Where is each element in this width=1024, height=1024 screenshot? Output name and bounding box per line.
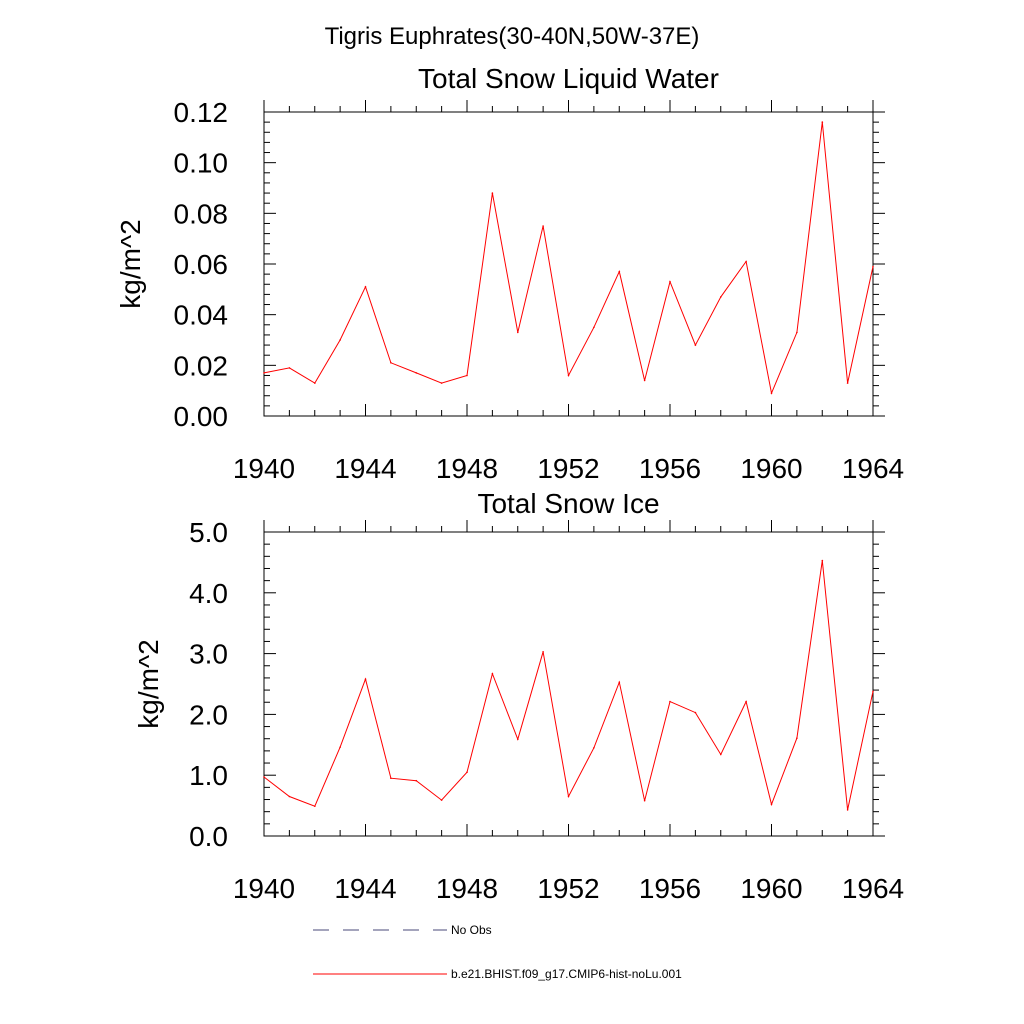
chart-snow-ice: Total Snow Ice kg/m^2 1940 1944 1948 1952 1956… — [133, 488, 904, 904]
x-tick-label: 1952 — [537, 453, 599, 484]
data-point — [517, 331, 519, 334]
x-tick-label: 1960 — [740, 873, 802, 904]
data-point — [770, 803, 773, 806]
data-point — [364, 678, 367, 680]
data-point — [872, 265, 874, 268]
data-point — [872, 690, 874, 693]
x-tick-label: 1964 — [842, 873, 904, 904]
y-tick-label: 4.0 — [189, 578, 228, 609]
x-tick-label: 1952 — [537, 873, 599, 904]
data-point — [314, 805, 316, 807]
data-point — [745, 700, 747, 703]
y-tick-label: 0.0 — [189, 821, 228, 852]
y-tick-label: 1.0 — [189, 760, 228, 791]
data-point — [567, 374, 570, 377]
data-point — [339, 746, 341, 748]
chart-title: Total Snow Liquid Water — [418, 63, 719, 94]
data-point — [720, 753, 722, 756]
chart-title: Total Snow Ice — [477, 488, 659, 519]
data-point — [618, 270, 621, 273]
x-tick-label: 1940 — [233, 453, 295, 484]
data-point — [669, 700, 671, 703]
chart-snow-liquid-water: Total Snow Liquid Water kg/m^2 1940 1944 194… — [115, 63, 904, 484]
data-point — [491, 672, 494, 675]
data-point — [618, 681, 621, 683]
data-point — [694, 711, 697, 714]
legend-label-no-obs: No Obs — [451, 923, 492, 937]
y-tick-label: 0.08 — [174, 198, 229, 229]
data-point — [770, 392, 773, 395]
series-line — [263, 560, 874, 811]
data-point — [440, 799, 443, 801]
data-point — [796, 737, 798, 739]
data-point — [643, 799, 646, 802]
x-tick-label: 1940 — [233, 873, 295, 904]
data-point — [263, 372, 265, 374]
figure-title: Tigris Euphrates(30-40N,50W-37E) — [325, 23, 700, 50]
data-point — [390, 362, 392, 364]
legend-label-model: b.e21.BHIST.f09_g17.CMIP6-hist-noLu.001 — [451, 967, 682, 981]
data-point — [542, 225, 544, 227]
y-tick-label: 5.0 — [189, 517, 228, 548]
data-point — [466, 771, 468, 773]
data-point — [364, 286, 367, 288]
data-point — [314, 382, 316, 384]
data-point — [720, 296, 722, 298]
data-point — [390, 777, 392, 779]
x-tick-label: 1956 — [639, 873, 701, 904]
data-point — [517, 738, 519, 741]
data-point — [846, 382, 849, 384]
x-tick-label: 1956 — [639, 453, 701, 484]
data-point — [745, 260, 747, 263]
data-point — [466, 374, 468, 377]
x-tick-label: 1948 — [436, 453, 498, 484]
y-tick-label: 0.10 — [174, 148, 229, 179]
x-tick-label: 1944 — [334, 453, 396, 484]
x-tick-label: 1964 — [842, 453, 904, 484]
data-point — [593, 747, 595, 749]
y-tick-label: 0.00 — [174, 401, 229, 432]
data-point — [263, 776, 265, 778]
data-point — [846, 809, 849, 811]
y-tick-label: 0.02 — [174, 350, 229, 381]
y-tick-label: 0.12 — [174, 97, 229, 128]
x-tick-label: 1944 — [334, 873, 396, 904]
y-tick-label: 3.0 — [189, 639, 228, 670]
y-tick-label: 0.04 — [174, 300, 229, 331]
data-point — [440, 382, 443, 384]
data-point — [491, 192, 494, 194]
plot-frame — [263, 111, 874, 417]
data-point — [339, 339, 341, 341]
data-point — [694, 344, 697, 346]
data-point — [821, 121, 824, 123]
y-axis-label: kg/m^2 — [133, 639, 164, 728]
data-point — [288, 795, 291, 798]
x-tick-label: 1948 — [436, 873, 498, 904]
data-point — [643, 379, 646, 382]
x-tick-label: 1960 — [740, 453, 802, 484]
y-tick-label: 0.06 — [174, 249, 229, 280]
series-line — [263, 122, 874, 395]
data-point — [796, 331, 798, 334]
data-point — [288, 367, 291, 369]
y-axis-label: kg/m^2 — [115, 219, 146, 308]
y-tick-label: 2.0 — [189, 699, 228, 730]
plot-frame — [263, 531, 874, 837]
data-point — [593, 326, 595, 329]
data-point — [669, 280, 671, 283]
data-point — [415, 372, 418, 374]
data-point — [542, 651, 544, 653]
data-point — [567, 795, 570, 798]
legend: No Obs b.e21.BHIST.f09_g17.CMIP6-hist-no… — [313, 923, 682, 981]
data-point — [415, 779, 418, 782]
data-point — [821, 559, 824, 562]
